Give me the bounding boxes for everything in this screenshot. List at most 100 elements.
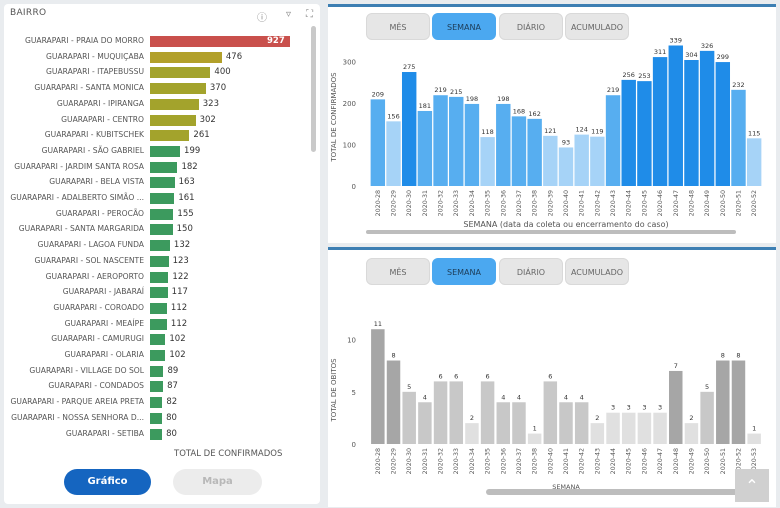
data-bar[interactable]	[433, 95, 448, 186]
tab-mes[interactable]: MÊS	[366, 13, 430, 40]
bairro-bar[interactable]	[150, 381, 164, 393]
data-bar[interactable]	[511, 116, 527, 186]
bairro-bar[interactable]	[150, 130, 190, 142]
tab-semana[interactable]: SEMANA	[432, 13, 496, 40]
tab-diario[interactable]: DIÁRIO	[499, 13, 563, 40]
data-bar[interactable]	[590, 136, 605, 186]
data-bar[interactable]	[605, 95, 621, 186]
data-bar[interactable]	[668, 45, 683, 187]
bairro-bar[interactable]	[150, 318, 167, 330]
bairro-bar[interactable]	[150, 36, 290, 47]
x-tick-label: 2020-47	[673, 190, 680, 216]
data-bar[interactable]	[465, 423, 479, 444]
bairro-bar[interactable]	[150, 83, 206, 95]
tab-acumulado[interactable]: ACUMULADO	[565, 13, 629, 40]
data-bar[interactable]	[558, 147, 574, 186]
data-bar[interactable]	[496, 402, 511, 444]
horizontal-scrollbar[interactable]	[366, 230, 736, 234]
tab-acumulado[interactable]: ACUMULADO	[565, 258, 629, 285]
bairro-bar[interactable]	[150, 397, 163, 409]
data-bar[interactable]	[621, 412, 636, 444]
data-bar[interactable]	[527, 118, 542, 186]
data-bar[interactable]	[699, 50, 715, 186]
data-bar[interactable]	[715, 62, 731, 186]
grafico-button[interactable]: Gráfico	[64, 469, 151, 495]
data-bar[interactable]	[669, 370, 683, 444]
mapa-button[interactable]: Mapa	[173, 469, 262, 495]
bairro-bar[interactable]	[150, 193, 175, 204]
data-bar[interactable]	[418, 402, 432, 444]
data-bar[interactable]	[433, 381, 448, 444]
tab-semana[interactable]: SEMANA	[432, 258, 496, 285]
horizontal-scrollbar[interactable]	[486, 489, 748, 495]
data-bar[interactable]	[684, 59, 699, 186]
bairro-bar[interactable]	[150, 287, 168, 299]
tab-diario[interactable]: DIÁRIO	[499, 258, 563, 285]
data-bar[interactable]	[386, 360, 401, 444]
filter-icon[interactable]: ▿	[286, 9, 292, 20]
data-bar[interactable]	[731, 89, 746, 186]
data-bar[interactable]	[653, 412, 667, 444]
data-bar[interactable]	[543, 135, 558, 186]
data-bar[interactable]	[417, 110, 433, 186]
bairro-bar[interactable]	[150, 412, 163, 424]
bairro-value: 261	[193, 130, 210, 141]
data-bar[interactable]	[574, 134, 589, 186]
data-bar[interactable]	[652, 57, 668, 186]
data-bar[interactable]	[480, 137, 495, 186]
data-bar[interactable]	[684, 423, 699, 444]
data-label: 275	[403, 63, 415, 71]
bairro-bar[interactable]	[150, 271, 169, 283]
bairro-bar[interactable]	[150, 98, 199, 110]
data-bar[interactable]	[637, 412, 652, 444]
tab-mes[interactable]: MÊS	[366, 258, 430, 285]
bairro-bar[interactable]	[150, 114, 196, 126]
data-bar[interactable]	[559, 402, 573, 444]
scroll-top-button[interactable]: ⌃	[735, 469, 769, 502]
data-bar[interactable]	[716, 360, 730, 444]
bairro-bar[interactable]	[150, 334, 166, 346]
bairro-bar[interactable]	[150, 224, 173, 236]
data-bar[interactable]	[637, 81, 652, 186]
bairro-bar[interactable]	[150, 255, 169, 267]
data-bar[interactable]	[700, 391, 714, 444]
data-bar[interactable]	[386, 121, 401, 186]
data-bar[interactable]	[731, 360, 746, 444]
data-bar[interactable]	[402, 391, 416, 444]
bairro-bar[interactable]	[150, 428, 163, 440]
bairro-bar[interactable]	[150, 208, 174, 220]
data-bar[interactable]	[480, 381, 495, 444]
data-label: 232	[732, 81, 744, 89]
bairro-bar[interactable]	[150, 177, 175, 189]
data-bar[interactable]	[527, 433, 542, 444]
data-bar[interactable]	[543, 381, 558, 444]
data-bar[interactable]	[449, 381, 463, 444]
bairro-label: GUARAPARI - BELA VISTA	[49, 177, 144, 187]
bairro-bar[interactable]	[150, 302, 167, 314]
data-bar[interactable]	[621, 79, 636, 186]
bairro-label: GUARAPARI - CONDADOS	[48, 381, 144, 391]
data-bar[interactable]	[574, 402, 589, 444]
data-bar[interactable]	[590, 423, 605, 444]
bairro-bar[interactable]	[150, 67, 211, 79]
bairro-bar[interactable]	[150, 51, 222, 63]
vertical-scrollbar[interactable]	[311, 26, 316, 152]
data-bar[interactable]	[747, 433, 761, 444]
data-bar[interactable]	[496, 103, 511, 186]
data-bar[interactable]	[370, 99, 386, 186]
data-bar[interactable]	[606, 412, 620, 444]
data-bar[interactable]	[746, 138, 762, 186]
bairro-bar[interactable]	[150, 161, 178, 173]
bairro-bar[interactable]	[150, 365, 164, 377]
data-bar[interactable]	[449, 96, 464, 186]
data-bar[interactable]	[371, 329, 385, 444]
data-bar[interactable]	[401, 72, 417, 186]
data-bar[interactable]	[512, 402, 526, 444]
confirmados-chart: 0 100 200 300 TOTAL DE CONFIRMADOS 209 2020-28…	[330, 36, 762, 229]
bairro-bar[interactable]	[150, 350, 166, 361]
bairro-bar[interactable]	[150, 145, 181, 157]
data-bar[interactable]	[464, 103, 480, 186]
bairro-bar[interactable]	[150, 240, 170, 252]
help-icon[interactable]: ⓘ	[257, 13, 267, 24]
expand-icon[interactable]: ⛶	[306, 9, 313, 20]
